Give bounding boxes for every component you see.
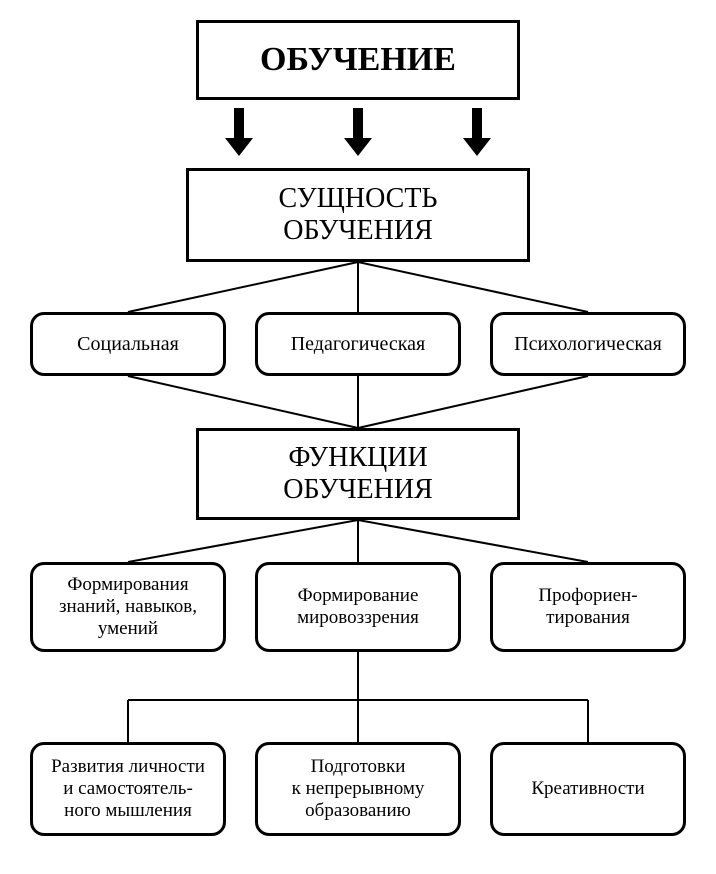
node-label: Педагогическая [291,333,426,356]
node-label: Социальная [77,333,179,356]
arrow-down-icon [225,108,253,156]
node-essence: СУЩНОСТЬ ОБУЧЕНИЯ [186,168,530,262]
node-fn-d: Развития личности и самостоятель- ного м… [30,742,226,836]
node-ess-a: Социальная [30,312,226,376]
node-label: Подготовки к непрерывному образованию [292,756,425,822]
node-fn-e: Подготовки к непрерывному образованию [255,742,461,836]
node-label: Формирования знаний, навыков, умений [59,574,197,640]
node-root-label: ОБУЧЕНИЕ [260,40,456,79]
node-ess-c: Психологическая [490,312,686,376]
node-label: Профориен- тирования [538,585,637,629]
diagram-canvas: ОБУЧЕНИЕ СУЩНОСТЬ ОБУЧЕНИЯ Социальная Пе… [0,0,716,874]
node-functions: ФУНКЦИИ ОБУЧЕНИЯ [196,428,520,520]
node-fn-a: Формирования знаний, навыков, умений [30,562,226,652]
node-root: ОБУЧЕНИЕ [196,20,520,100]
arrow-down-icon [463,108,491,156]
node-fn-c: Профориен- тирования [490,562,686,652]
node-fn-f: Креативности [490,742,686,836]
node-label: Формирование мировоззрения [297,585,419,629]
node-fn-b: Формирование мировоззрения [255,562,461,652]
node-functions-label: ФУНКЦИИ ОБУЧЕНИЯ [283,442,433,506]
node-label: Психологическая [514,333,662,356]
arrow-down-icon [344,108,372,156]
node-label: Креативности [531,778,644,800]
node-essence-label: СУЩНОСТЬ ОБУЧЕНИЯ [278,183,437,247]
node-label: Развития личности и самостоятель- ного м… [51,756,205,822]
node-ess-b: Педагогическая [255,312,461,376]
